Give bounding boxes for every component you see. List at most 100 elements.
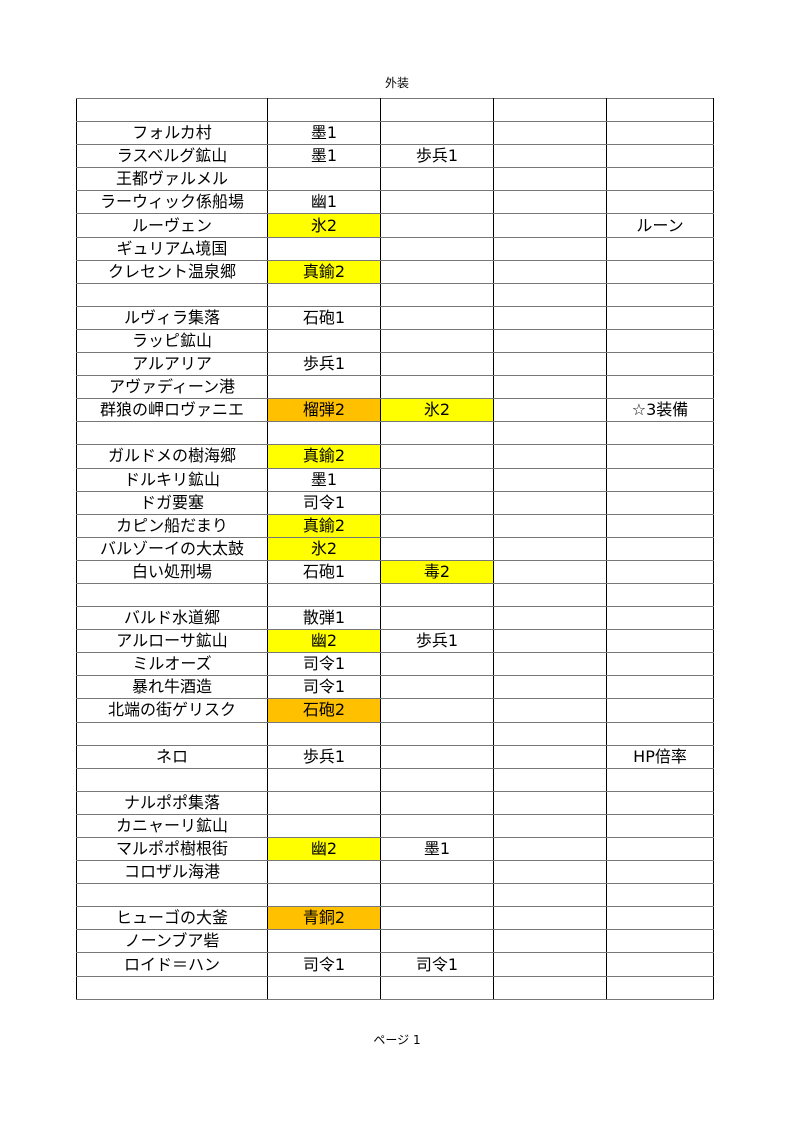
location-cell[interactable]: ラッピ鉱山 — [76, 328, 268, 354]
value-cell[interactable] — [267, 975, 381, 1000]
value-cell[interactable]: 墨1 — [380, 836, 494, 862]
value-cell[interactable]: 司令1 — [267, 652, 381, 677]
value-cell[interactable]: 幽2 — [267, 836, 381, 862]
value-cell[interactable] — [606, 836, 714, 862]
value-cell[interactable] — [380, 259, 494, 284]
value-cell[interactable] — [493, 421, 607, 446]
value-cell[interactable] — [606, 467, 714, 492]
value-cell[interactable] — [380, 236, 494, 261]
value-cell[interactable] — [493, 652, 607, 677]
location-cell[interactable]: 暴れ牛酒造 — [76, 675, 268, 700]
value-cell[interactable] — [380, 513, 494, 538]
value-cell[interactable] — [493, 675, 607, 700]
value-cell[interactable] — [380, 421, 494, 446]
value-cell[interactable]: 氷2 — [267, 213, 381, 238]
value-cell[interactable] — [493, 167, 607, 192]
value-cell[interactable] — [606, 860, 714, 885]
value-cell[interactable]: 歩兵1 — [380, 629, 494, 654]
location-cell[interactable]: カピン船だまり — [76, 513, 268, 538]
value-cell[interactable] — [606, 652, 714, 677]
value-cell[interactable]: 石砲1 — [267, 559, 381, 584]
value-cell[interactable] — [606, 236, 714, 261]
value-cell[interactable] — [606, 698, 714, 723]
value-cell[interactable] — [493, 629, 607, 654]
value-cell[interactable]: 真鍮2 — [267, 259, 381, 284]
value-cell[interactable] — [380, 190, 494, 215]
value-cell[interactable] — [380, 790, 494, 815]
value-cell[interactable] — [267, 282, 381, 307]
value-cell[interactable]: 墨1 — [267, 144, 381, 169]
value-cell[interactable] — [606, 559, 714, 584]
value-cell[interactable]: 石砲2 — [267, 698, 381, 723]
value-cell[interactable] — [493, 236, 607, 261]
value-cell[interactable]: 墨1 — [267, 121, 381, 146]
value-cell[interactable] — [380, 675, 494, 700]
value-cell[interactable] — [380, 767, 494, 792]
value-cell[interactable]: 幽2 — [267, 629, 381, 654]
value-cell[interactable] — [493, 744, 607, 769]
value-cell[interactable] — [493, 444, 607, 469]
value-cell[interactable] — [493, 582, 607, 608]
value-cell[interactable] — [493, 490, 607, 515]
value-cell[interactable] — [380, 883, 494, 908]
location-cell[interactable]: ガルドメの樹海郷 — [76, 444, 268, 469]
value-cell[interactable] — [493, 536, 607, 561]
value-cell[interactable] — [493, 328, 607, 354]
location-cell[interactable] — [76, 767, 268, 792]
location-cell[interactable] — [76, 582, 268, 608]
value-cell[interactable] — [606, 190, 714, 215]
value-cell[interactable] — [606, 790, 714, 815]
value-cell[interactable] — [493, 906, 607, 931]
location-cell[interactable]: 王都ヴァルメル — [76, 167, 268, 192]
value-cell[interactable] — [267, 421, 381, 446]
value-cell[interactable]: 司令1 — [267, 952, 381, 977]
value-cell[interactable]: 幽1 — [267, 190, 381, 215]
value-cell[interactable] — [493, 721, 607, 746]
value-cell[interactable] — [606, 767, 714, 792]
value-cell[interactable] — [380, 328, 494, 354]
value-cell[interactable] — [380, 744, 494, 769]
location-cell[interactable]: ネロ — [76, 744, 268, 769]
value-cell[interactable] — [606, 97, 714, 123]
value-cell[interactable] — [606, 328, 714, 354]
value-cell[interactable] — [380, 375, 494, 400]
value-cell[interactable] — [606, 629, 714, 654]
value-cell[interactable]: HP倍率 — [606, 744, 714, 769]
value-cell[interactable] — [493, 860, 607, 885]
value-cell[interactable]: 司令1 — [267, 675, 381, 700]
value-cell[interactable]: 司令1 — [267, 490, 381, 515]
location-cell[interactable] — [76, 975, 268, 1000]
value-cell[interactable] — [493, 305, 607, 330]
value-cell[interactable] — [493, 559, 607, 584]
value-cell[interactable] — [380, 906, 494, 931]
value-cell[interactable] — [267, 721, 381, 746]
value-cell[interactable] — [380, 490, 494, 515]
value-cell[interactable] — [380, 536, 494, 561]
value-cell[interactable] — [493, 929, 607, 954]
value-cell[interactable] — [267, 767, 381, 792]
value-cell[interactable] — [606, 144, 714, 169]
value-cell[interactable] — [380, 929, 494, 954]
location-cell[interactable] — [76, 721, 268, 746]
value-cell[interactable] — [493, 375, 607, 400]
value-cell[interactable] — [493, 952, 607, 977]
value-cell[interactable] — [606, 352, 714, 377]
value-cell[interactable] — [493, 352, 607, 377]
value-cell[interactable] — [267, 97, 381, 123]
value-cell[interactable] — [380, 121, 494, 146]
value-cell[interactable] — [606, 167, 714, 192]
value-cell[interactable] — [380, 975, 494, 1000]
value-cell[interactable]: 氷2 — [380, 398, 494, 423]
value-cell[interactable] — [493, 698, 607, 723]
location-cell[interactable]: マルポポ樹根街 — [76, 836, 268, 862]
location-cell[interactable]: ノーンブア砦 — [76, 929, 268, 954]
location-cell[interactable] — [76, 282, 268, 307]
value-cell[interactable] — [606, 721, 714, 746]
value-cell[interactable] — [606, 444, 714, 469]
location-cell[interactable]: ルーヴェン — [76, 213, 268, 238]
value-cell[interactable] — [267, 929, 381, 954]
value-cell[interactable] — [267, 813, 381, 839]
value-cell[interactable] — [380, 467, 494, 492]
location-cell[interactable]: ギュリアム境国 — [76, 236, 268, 261]
value-cell[interactable] — [493, 836, 607, 862]
